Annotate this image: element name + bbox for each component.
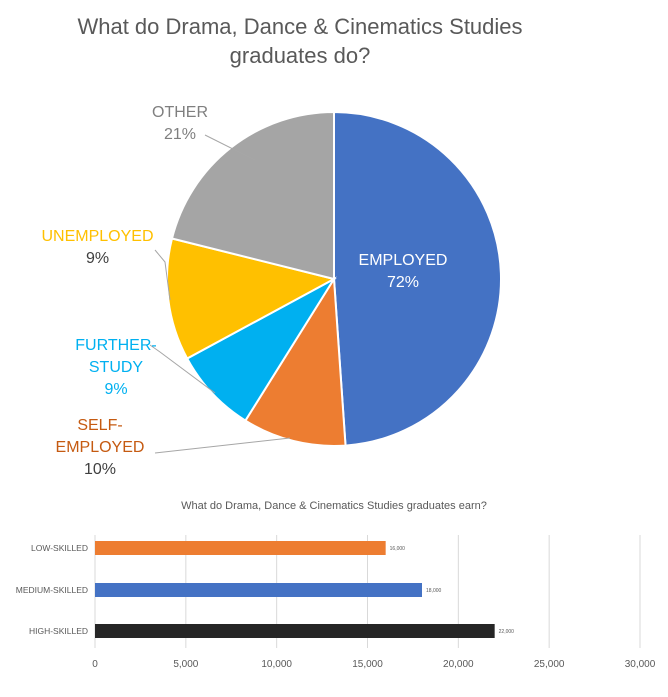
pie-slice-employed	[333, 110, 502, 447]
value-label: 22,000	[499, 629, 515, 635]
x-tick-label: 20,000	[443, 659, 474, 670]
self-employed-value: 10%	[83, 461, 117, 478]
pie-title-line2: graduates do?	[229, 43, 371, 68]
pie-title-line1: What do Drama, Dance & Cinematics Studie…	[77, 14, 523, 39]
leader-line	[154, 437, 291, 454]
bar-high-skilled	[95, 624, 495, 638]
x-tick-label: 10,000	[261, 659, 292, 670]
pie-slice-unemployed	[166, 237, 337, 360]
label-other: OTHER 21%	[140, 102, 220, 146]
category-label: MEDIUM-SKILLED	[16, 585, 88, 595]
employed-name: EMPLOYED	[358, 252, 448, 269]
leader-line	[149, 344, 216, 394]
self-employed-name-2: EMPLOYED	[55, 439, 145, 456]
value-label: 16,000	[390, 546, 406, 552]
other-value: 21%	[163, 126, 197, 143]
label-unemployed: UNEMPLOYED 9%	[40, 226, 155, 270]
bar-chart-title: What do Drama, Dance & Cinematics Studie…	[181, 500, 487, 512]
pie-slice-other	[170, 110, 335, 281]
category-label: HIGH-SKILLED	[29, 626, 88, 636]
x-tick-label: 30,000	[625, 659, 656, 670]
leader-line	[154, 249, 171, 301]
x-tick-label: 0	[92, 659, 98, 670]
further-study-value: 9%	[104, 381, 128, 398]
category-label: LOW-SKILLED	[31, 543, 88, 553]
label-further-study: FURTHER- STUDY 9%	[66, 335, 166, 401]
pie-slice-self-employed	[244, 275, 347, 447]
unemployed-name: UNEMPLOYED	[41, 228, 154, 245]
other-name: OTHER	[152, 104, 208, 121]
x-tick-label: 25,000	[534, 659, 565, 670]
bar-medium-skilled	[95, 583, 422, 597]
further-study-name-1: FURTHER-	[75, 337, 157, 354]
x-tick-label: 5,000	[173, 659, 198, 670]
label-self-employed: SELF- EMPLOYED 10%	[50, 415, 150, 481]
self-employed-name-1: SELF-	[77, 417, 123, 434]
bar-low-skilled	[95, 541, 386, 555]
further-study-name-2: STUDY	[88, 359, 144, 376]
label-employed: EMPLOYED 72%	[348, 250, 458, 294]
leader-line	[204, 134, 256, 161]
pie-chart-title: What do Drama, Dance & Cinematics Studie…	[0, 12, 600, 70]
unemployed-value: 9%	[85, 250, 110, 267]
value-label: 18,000	[426, 588, 442, 594]
employed-value: 72%	[386, 274, 420, 291]
x-tick-label: 15,000	[352, 659, 383, 670]
